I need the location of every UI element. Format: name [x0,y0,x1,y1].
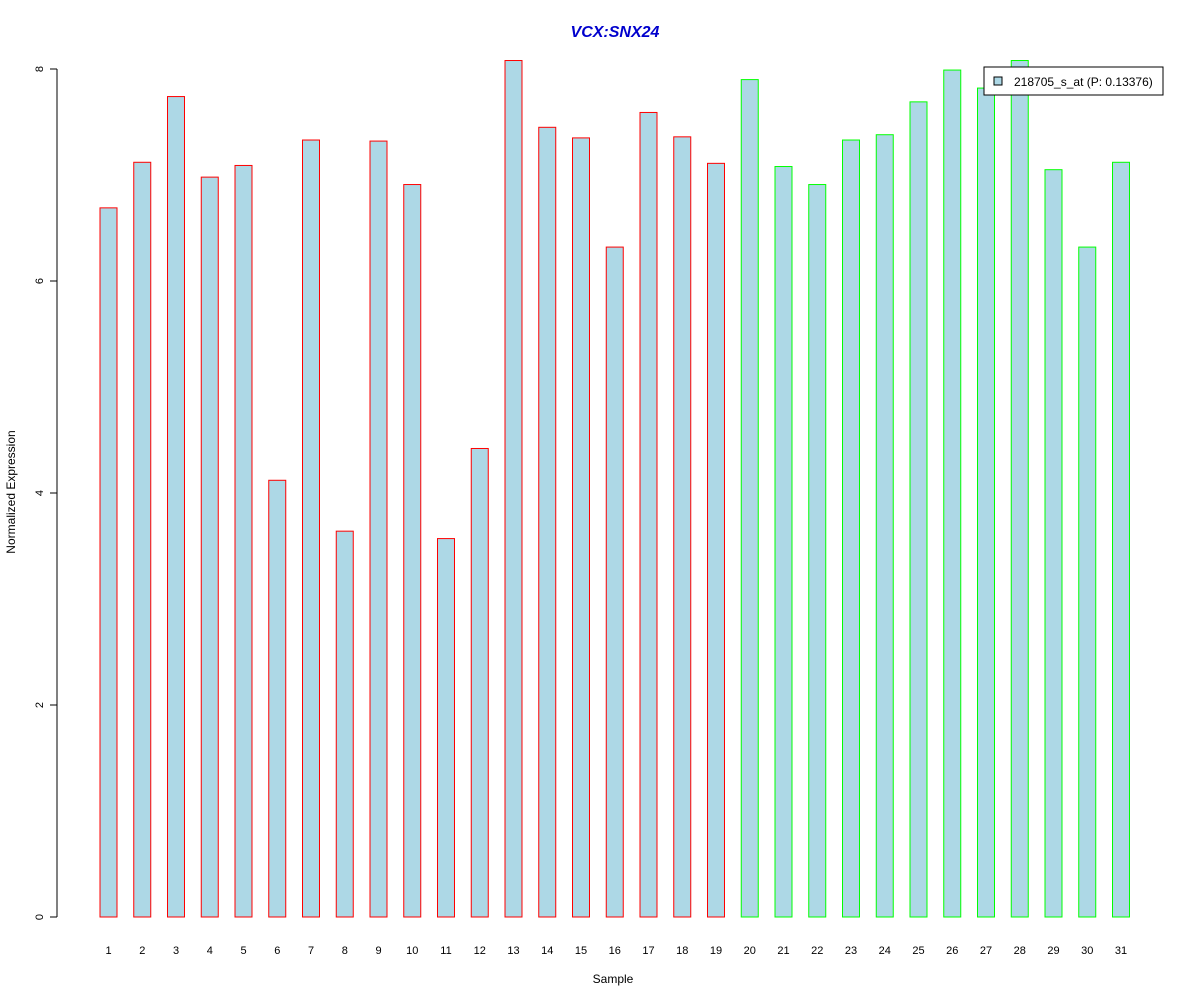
bar-sample-16 [605,246,624,918]
x-tick-label: 13 [507,945,519,957]
bar-sample-19 [707,162,725,918]
bar-sample-3 [167,96,185,918]
bar-sample-5 [234,164,253,918]
x-tick-label: 1 [105,945,111,957]
bar-sample-22 [808,184,827,918]
bar-sample-27 [977,87,995,918]
x-tick-label: 10 [406,945,418,957]
x-tick-label: 18 [676,945,688,957]
x-axis-tick-labels: 1 2 3 4 5 6 7 8 9 10 11 12 13 14 15 16 17 18 19 20 21 22 23 24 2… [105,945,1127,957]
y-tick-label: 0 [34,914,46,920]
legend-entry: 218705_s_at (P: 0.13376) [1014,75,1153,89]
y-tick-label: 8 [34,66,46,72]
bar-sample-25 [909,101,928,918]
x-tick-label: 9 [375,945,381,957]
x-tick-label: 14 [541,945,553,957]
x-tick-label: 15 [575,945,587,957]
x-tick-label: 3 [173,945,179,957]
bar-sample-21 [774,166,793,918]
x-tick-label: 6 [274,945,280,957]
bar-sample-20 [740,79,759,918]
bar-sample-14 [538,126,557,918]
x-tick-label: 24 [879,945,891,957]
x-tick-label: 19 [710,945,722,957]
bar-sample-17 [639,111,658,918]
bar-sample-2 [133,161,152,918]
y-tick-label: 4 [34,490,46,496]
legend-swatch [993,76,1003,86]
x-tick-label: 8 [342,945,348,957]
x-tick-label: 20 [744,945,756,957]
y-axis: 0 2 4 6 8 [34,66,58,920]
x-axis-label: Sample [593,972,634,986]
chart-title: VCX:SNX24 [571,24,660,41]
bar-sample-9 [369,140,388,918]
x-tick-label: 22 [811,945,823,957]
bar-sample-13 [504,60,523,918]
bar-sample-26 [943,69,962,918]
y-tick-label: 6 [34,278,46,284]
x-tick-label: 30 [1081,945,1093,957]
bar-sample-4 [200,176,219,918]
legend-box [983,66,1164,96]
bar-sample-24 [875,134,894,918]
x-tick-label: 7 [308,945,314,957]
x-tick-label: 17 [642,945,654,957]
bar-sample-30 [1078,246,1097,918]
x-tick-label: 23 [845,945,857,957]
x-tick-label: 31 [1115,945,1127,957]
bar-sample-6 [268,479,287,918]
bar-sample-29 [1044,169,1063,918]
x-tick-label: 26 [946,945,958,957]
x-tick-label: 12 [474,945,486,957]
bar-sample-28 [1010,60,1029,918]
x-tick-label: 16 [609,945,621,957]
bar-sample-18 [673,136,692,918]
y-axis-label: Normalized Expression [4,430,18,553]
x-tick-label: 29 [1047,945,1059,957]
bar-sample-11 [437,538,455,918]
y-tick-label: 2 [34,702,46,708]
x-tick-label: 27 [980,945,992,957]
x-tick-label: 5 [240,945,246,957]
legend: 218705_s_at (P: 0.13376) [983,66,1164,96]
x-tick-label: 28 [1014,945,1026,957]
bar-sample-1 [99,207,118,918]
bars [99,60,1130,918]
bar-sample-7 [302,139,320,918]
bar-sample-12 [470,447,489,918]
bar-sample-23 [842,139,860,918]
bar-sample-31 [1112,161,1130,918]
x-tick-label: 21 [777,945,789,957]
bar-sample-8 [335,530,354,918]
x-tick-label: 11 [440,945,451,957]
bar-sample-10 [403,184,422,918]
x-tick-label: 2 [139,945,145,957]
x-tick-label: 4 [207,945,213,957]
bar-sample-15 [572,137,590,918]
x-tick-label: 25 [912,945,924,957]
